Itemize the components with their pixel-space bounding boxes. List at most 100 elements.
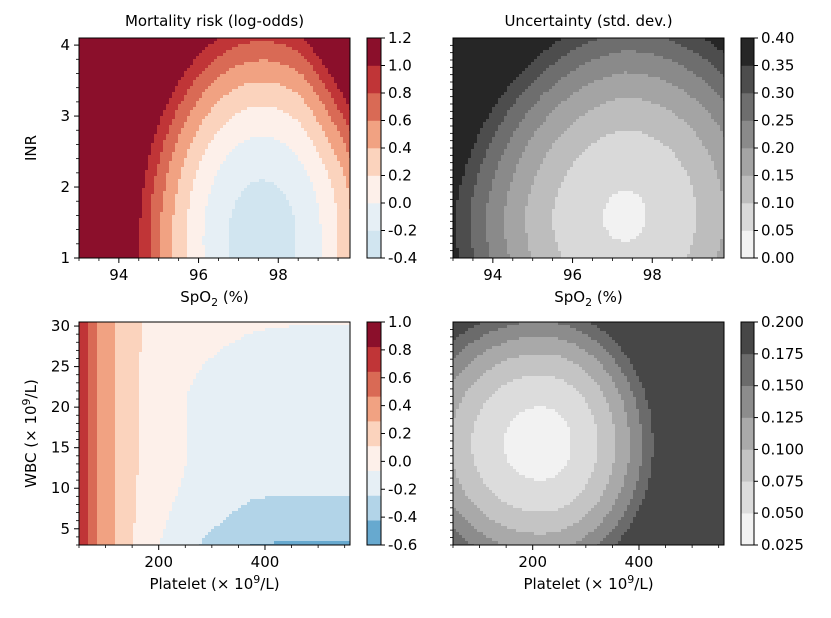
colorbar-tick-label: 0.150 [761,377,804,395]
contour-field [79,38,351,259]
x-tick-label: 200 [518,553,547,571]
colorbar-segment [367,495,381,521]
colorbar-tick-label: 0.0 [388,194,412,212]
colorbar-tick-label: 0.2 [388,425,412,443]
y-tick-label: 2 [60,178,70,196]
x-tick-label: 400 [625,553,654,571]
colorbar-segment [741,93,754,121]
y-tick-label: 5 [60,520,70,538]
colorbar-tick-label: 0.200 [761,313,804,331]
colorbar: 0.200 0.175 0.150 0.125 0.100 0.075 0.050 0.025 [740,313,804,554]
colorbar-segment [741,148,754,176]
colorbar-segment [367,371,381,397]
colorbar-segment [741,38,754,66]
colorbar-tick-label: 0.025 [761,536,804,554]
colorbar-segment [741,449,754,482]
x-tick-label: 400 [251,553,280,571]
panel-0: Mortality risk (log-odds) 94 96 98 1 2 3 4 SpO2 … [22,12,417,309]
colorbar-tick-label: 0.6 [388,369,412,387]
colorbar-tick-label: 0.25 [761,112,794,130]
colorbar-tick-label: -0.4 [388,249,417,267]
colorbar-segment [741,353,754,387]
colorbar-tick-label: 0.05 [761,222,794,240]
colorbar-segment [367,470,381,496]
plot-frame [78,321,351,546]
y-tick-label: 3 [60,107,70,125]
colorbar-tick-label: -0.2 [388,480,417,498]
colorbar-tick-label: 0.30 [761,84,794,102]
x-tick-label: 98 [643,266,662,284]
colorbar-tick-label: 0.10 [761,194,794,212]
chart-title: Uncertainty (std. dev.) [504,12,672,30]
colorbar-tick-label: 0.100 [761,440,804,458]
x-tick-label: 94 [483,266,502,284]
colorbar-segment [367,421,381,447]
colorbar-segment [741,65,754,94]
x-tick-label: 200 [144,553,173,571]
contour-field [79,322,351,546]
colorbar-tick-label: 0.40 [761,29,794,47]
colorbar-tick-label: 0.00 [761,249,794,267]
colorbar-tick-label: 1.0 [388,313,412,331]
colorbar-segment [741,322,754,355]
colorbar: 0.40 0.35 0.30 0.25 0.20 0.15 0.10 0.05 0.00 [740,29,794,267]
x-axis-label: SpO2 (%) [554,288,623,309]
colorbar-tick-label: 1.0 [388,57,412,75]
colorbar-segment [741,175,754,204]
x-tick-label: 98 [269,266,288,284]
colorbar-segment [367,396,381,422]
colorbar-frame [740,321,755,546]
colorbar-segment [367,230,381,259]
colorbar-segment [367,322,381,348]
y-tick-label: 15 [51,439,70,457]
y-tick-label: 30 [51,317,70,335]
x-axis-label: Platelet (× 109/L) [149,573,279,593]
colorbar-tick-label: -0.4 [388,508,417,526]
x-axis-label: SpO2 (%) [180,288,249,309]
colorbar-segment [367,38,381,66]
colorbar-tick-label: -0.6 [388,536,417,554]
y-axis-label: INR [22,135,40,161]
colorbar-tick-label: 0.6 [388,112,412,130]
colorbar-tick-label: 0.20 [761,139,794,157]
colorbar-tick-label: 0.175 [761,345,804,363]
chart-title: Mortality risk (log-odds) [125,12,304,30]
panel-3: 200 400 Platelet (× 109/L) 0.200 0.175 0.150 0… [450,313,804,593]
panel-1: Uncertainty (std. dev.) 94 96 98 SpO2 (%) 0.4… [450,12,794,309]
colorbar-tick-label: 0.050 [761,504,804,522]
colorbar-tick-label: 0.2 [388,167,412,185]
colorbar-tick-label: 0.0 [388,452,412,470]
colorbar-segment [367,175,381,204]
y-tick-label: 1 [60,249,70,267]
y-tick-label: 4 [60,36,70,54]
colorbar-segment [741,120,754,149]
colorbar-tick-label: 0.8 [388,341,412,359]
colorbar-segment [367,148,381,176]
panel-2: 200 400 5 10 15 20 25 30 Platelet (× 109/L) WBC (… [20,313,417,593]
colorbar-segment [741,203,754,231]
colorbar-segment [367,65,381,94]
colorbar-tick-label: 0.8 [388,84,412,102]
colorbar-segment [367,445,381,471]
x-axis-label: Platelet (× 109/L) [523,573,653,593]
colorbar-tick-label: 1.2 [388,29,412,47]
colorbar-tick-label: 0.125 [761,409,804,427]
colorbar-segment [367,120,381,149]
colorbar-segment [367,203,381,231]
colorbar-tick-label: 0.4 [388,397,412,415]
y-tick-label: 10 [51,479,70,497]
contour-field [453,38,725,259]
colorbar-tick-label: -0.2 [388,222,417,240]
contour-field [453,322,725,546]
colorbar-segment [367,346,381,372]
x-tick-label: 96 [189,266,208,284]
y-tick-label: 20 [51,398,70,416]
colorbar: 1.0 0.8 0.6 0.4 0.2 0.0 -0.2 -0.4 -0.6 [366,313,417,554]
x-tick-label: 94 [109,266,128,284]
x-tick-label: 96 [563,266,582,284]
colorbar-segment [741,513,754,546]
colorbar: 1.2 1.0 0.8 0.6 0.4 0.2 0.0 -0.2 -0.4 [366,29,417,267]
colorbar-segment [367,93,381,121]
y-axis-label: WBC (× 109/L) [20,379,40,488]
